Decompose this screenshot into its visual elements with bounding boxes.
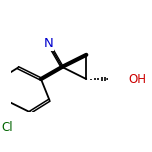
Text: OH: OH: [129, 73, 147, 86]
Text: N: N: [44, 37, 54, 50]
Text: Cl: Cl: [2, 121, 13, 134]
